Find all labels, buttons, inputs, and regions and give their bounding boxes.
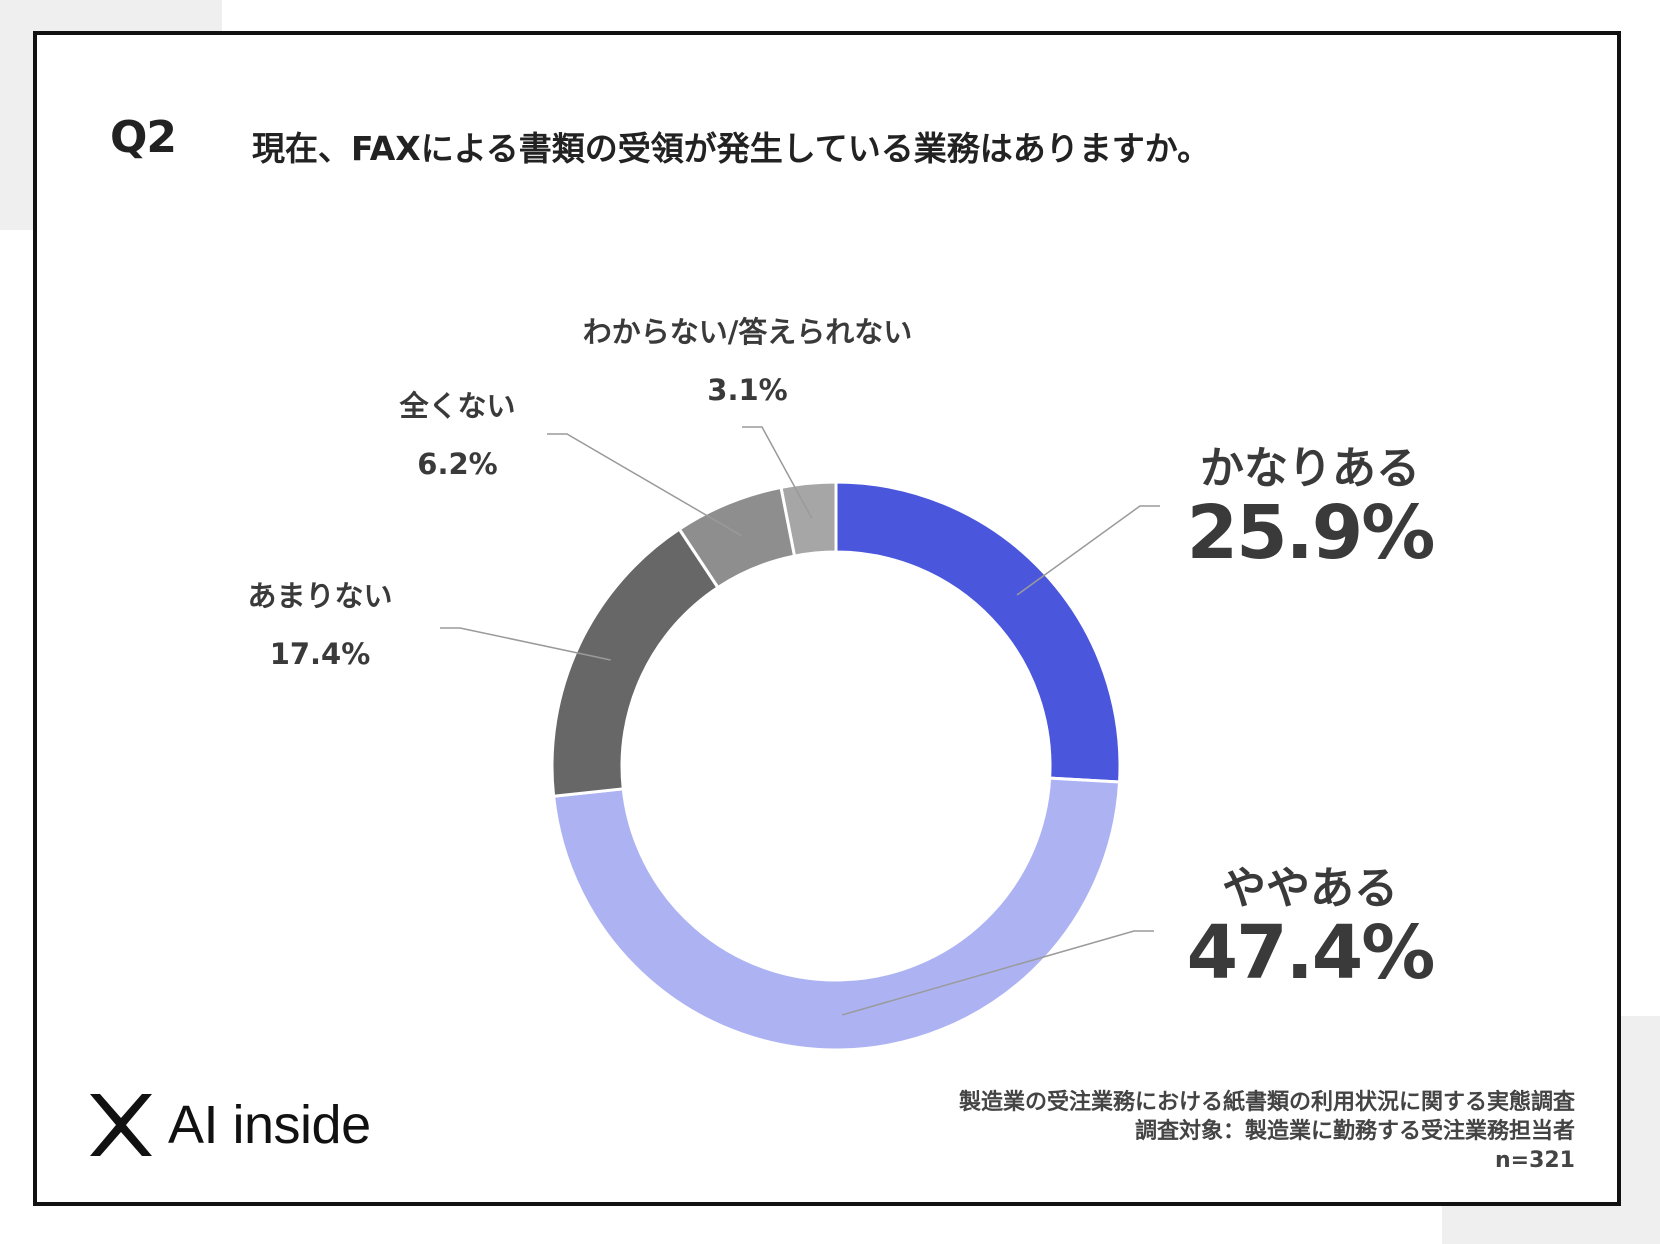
label-group-yaya-aru: ややある 47.4% [1180,852,1440,996]
question-title: 現在、FAXによる書類の受領が発生している業務はありますか。 [252,129,1211,168]
label-group-kanari-aru: かなりある 25.9% [1180,432,1440,576]
question-number: Q2 [110,112,177,163]
survey-target: 調査対象：製造業に勤務する受注業務担当者 [1134,1119,1575,1144]
donut-slice-wakaranai [779,480,838,558]
leader-line-wakaranai [742,426,813,519]
sample-size: n=321 [1494,1148,1575,1173]
leader-line-kanari-aru [1016,505,1160,596]
data-label-kanari-aru: 25.9% [1186,490,1436,576]
legend-label-wakaranai: わからない/答えられない [582,315,913,349]
label-group-mattaku-nai: 全くない 6.2% [370,383,545,481]
data-label-mattaku-nai: 6.2% [417,447,498,481]
donut-slice-kanari-aru [834,480,1122,784]
data-label-wakaranai: 3.1% [707,373,788,407]
x-mark-icon [90,1094,152,1156]
data-label-amari-nai: 17.4% [269,637,371,671]
label-group-wakaranai: わからない/答えられない 3.1% [545,309,950,407]
survey-title: 製造業の受注業務における紙書類の利用状況に関する実態調査 [958,1090,1575,1115]
label-group-amari-nai: あまりない 17.4% [220,573,420,671]
legend-label-mattaku-nai: 全くない [399,389,516,423]
legend-label-amari-nai: あまりない [247,579,393,613]
ai-inside-logo: AI inside [88,1085,371,1165]
donut-slice-amari-nai [550,527,721,798]
donut-slice-yaya-aru [551,776,1122,1052]
logo-text: AI inside [168,1095,371,1155]
leader-line-mattaku-nai [547,433,742,537]
legend-label-yaya-aru: ややある [1222,863,1398,914]
leader-line-amari-nai [440,627,611,661]
data-label-yaya-aru: 47.4% [1186,910,1436,996]
leader-line-yaya-aru [842,930,1154,1016]
survey-footer: 製造業の受注業務における紙書類の利用状況に関する実態調査 調査対象：製造業に勤務… [959,1088,1575,1175]
legend-label-kanari-aru: かなりある [1200,443,1420,494]
